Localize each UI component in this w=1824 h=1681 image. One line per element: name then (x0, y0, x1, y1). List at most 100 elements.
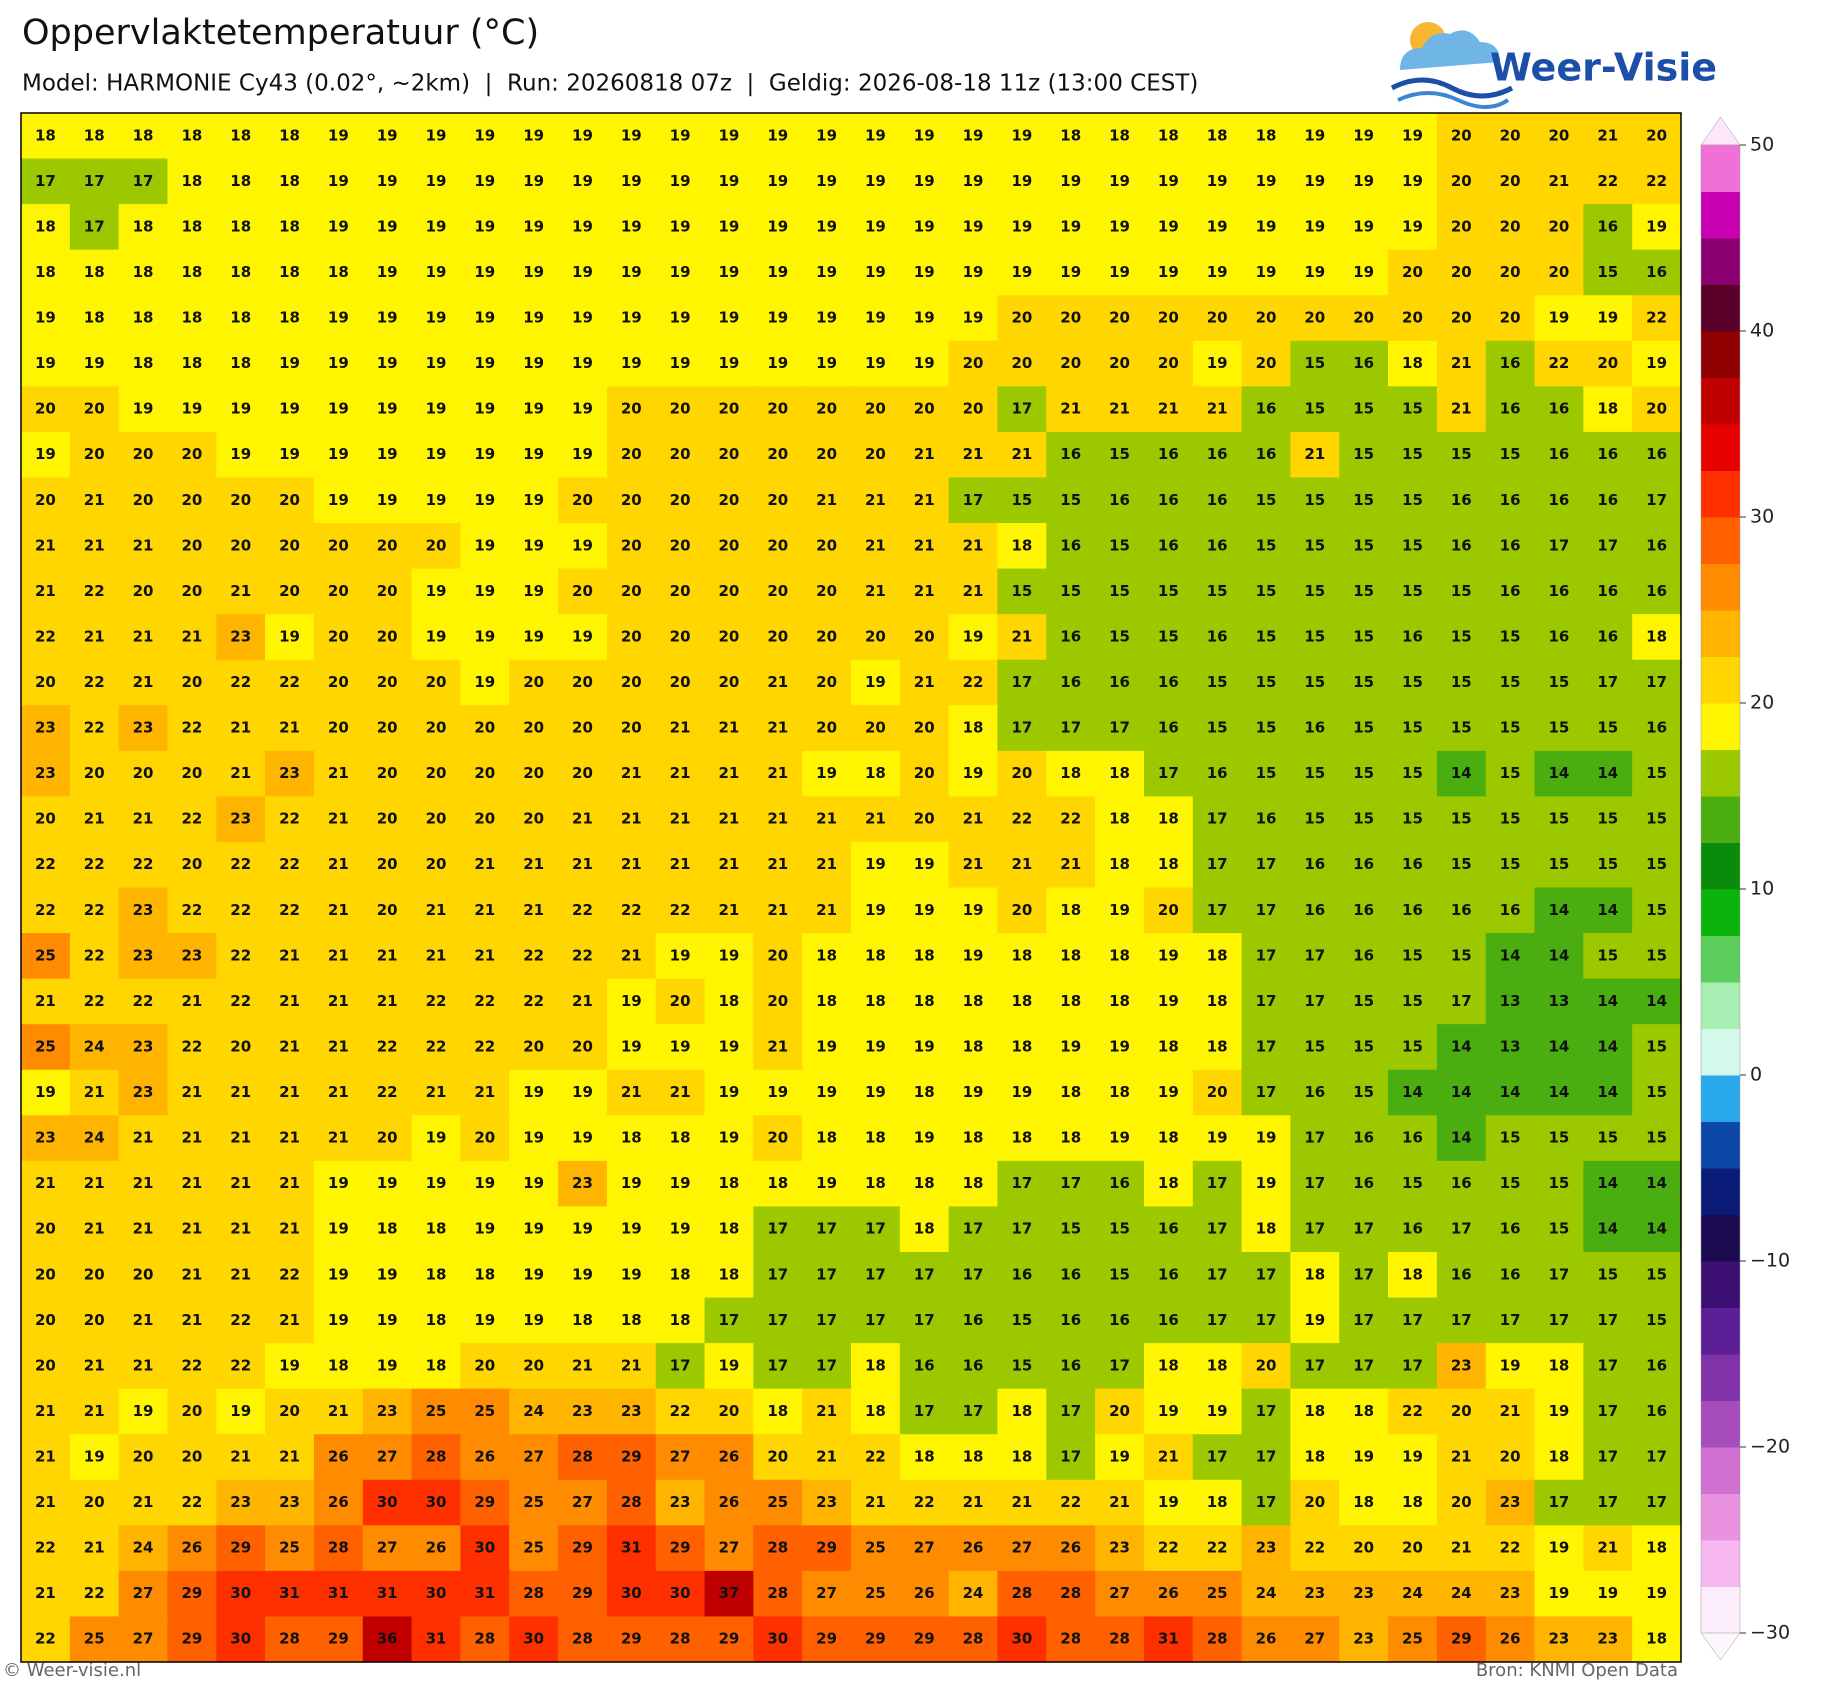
temperature-value: 19 (1646, 1584, 1667, 1602)
colorbar-segment (1701, 749, 1740, 797)
temperature-cell (1583, 750, 1633, 797)
temperature-cell (1339, 841, 1389, 889)
temperature-value: 20 (35, 400, 56, 418)
temperature-value: 21 (474, 946, 495, 964)
temperature-value: 19 (719, 1356, 740, 1374)
temperature-cell (851, 978, 901, 1025)
temperature-value: 17 (84, 172, 105, 190)
temperature-cell (753, 1525, 803, 1572)
temperature-cell (1388, 614, 1438, 661)
temperature-value: 20 (133, 1447, 154, 1465)
temperature-cell (21, 978, 71, 1025)
temperature-value: 21 (279, 1311, 300, 1329)
temperature-value: 19 (133, 400, 154, 418)
temperature-value: 15 (1256, 536, 1277, 554)
temperature-cell (1583, 1115, 1633, 1162)
temperature-value: 19 (474, 217, 495, 235)
temperature-value: 23 (1304, 1584, 1325, 1602)
temperature-cell (69, 431, 120, 479)
temperature-cell (704, 1024, 754, 1071)
temperature-cell (655, 1069, 706, 1116)
temperature-cell (1436, 113, 1487, 160)
temperature-cell (1388, 295, 1438, 342)
temperature-cell (1339, 1388, 1389, 1435)
temperature-value: 20 (230, 536, 251, 554)
temperature-cell (1192, 1388, 1243, 1435)
temperature-cell (558, 431, 608, 479)
temperature-cell (313, 841, 364, 889)
temperature-cell (167, 1297, 217, 1344)
temperature-value: 18 (963, 1447, 984, 1465)
temperature-value: 20 (621, 627, 642, 645)
temperature-value: 19 (865, 901, 886, 919)
temperature-value: 18 (670, 1129, 691, 1147)
temperature-cell (21, 705, 71, 752)
temperature-cell (362, 1343, 413, 1390)
temperature-cell (1388, 978, 1438, 1025)
temperature-cell (1241, 933, 1292, 980)
temperature-cell (1534, 1297, 1584, 1344)
temperature-cell (1095, 1570, 1145, 1618)
temperature-value: 21 (865, 582, 886, 600)
temperature-cell (606, 1115, 657, 1162)
temperature-cell (1290, 1160, 1340, 1208)
temperature-value: 22 (426, 1037, 447, 1055)
temperature-cell (1485, 1160, 1536, 1208)
temperature-cell (997, 158, 1047, 205)
temperature-value: 18 (1158, 1174, 1179, 1192)
temperature-cell (1143, 477, 1194, 524)
temperature-value: 30 (230, 1584, 251, 1602)
temperature-cell (1339, 204, 1389, 251)
temperature-value: 18 (1011, 536, 1032, 554)
temperature-cell (265, 933, 315, 980)
temperature-value: 17 (1011, 1174, 1032, 1192)
temperature-value: 17 (1402, 1311, 1423, 1329)
temperature-value: 21 (719, 764, 740, 782)
temperature-value: 15 (1207, 719, 1228, 737)
temperature-value: 19 (328, 445, 349, 463)
temperature-value: 20 (1207, 1083, 1228, 1101)
temperature-cell (558, 1616, 608, 1663)
temperature-cell (509, 1388, 559, 1435)
temperature-cell (1241, 158, 1292, 205)
temperature-cell (753, 1434, 803, 1481)
temperature-value: 18 (474, 1265, 495, 1283)
temperature-cell (1485, 1069, 1536, 1116)
temperature-cell (1436, 978, 1487, 1025)
temperature-value: 30 (1011, 1630, 1032, 1648)
temperature-value: 19 (670, 309, 691, 327)
temperature-value: 13 (1500, 992, 1521, 1010)
temperature-cell (851, 1251, 901, 1299)
temperature-cell (118, 1525, 169, 1572)
temperature-value: 19 (816, 1083, 837, 1101)
temperature-value: 16 (1451, 1174, 1472, 1192)
temperature-cell (704, 249, 754, 296)
temperature-cell (216, 705, 266, 752)
temperature-value: 17 (767, 1220, 788, 1238)
temperature-value: 19 (1500, 1356, 1521, 1374)
temperature-value: 19 (1256, 1174, 1277, 1192)
temperature-cell (948, 386, 999, 433)
temperature-value: 14 (1500, 946, 1521, 964)
temperature-cell (1290, 933, 1340, 980)
temperature-cell (948, 933, 999, 980)
temperature-cell (1632, 978, 1682, 1025)
temperature-cell (1436, 933, 1487, 980)
temperature-cell (704, 1388, 754, 1435)
temperature-value: 20 (181, 764, 202, 782)
temperature-value: 20 (1207, 309, 1228, 327)
temperature-value: 18 (1109, 946, 1130, 964)
temperature-cell (1241, 1297, 1292, 1344)
temperature-value: 21 (914, 536, 935, 554)
temperature-value: 15 (1451, 445, 1472, 463)
temperature-value: 17 (1207, 855, 1228, 873)
temperature-value: 21 (816, 1402, 837, 1420)
temperature-value: 20 (328, 536, 349, 554)
temperature-value: 18 (426, 1356, 447, 1374)
temperature-value: 16 (1353, 354, 1374, 372)
temperature-cell (1485, 340, 1536, 387)
temperature-cell (1192, 295, 1243, 342)
temperature-value: 15 (1402, 1174, 1423, 1192)
temperature-value: 18 (1109, 810, 1130, 828)
temperature-value: 21 (1011, 445, 1032, 463)
